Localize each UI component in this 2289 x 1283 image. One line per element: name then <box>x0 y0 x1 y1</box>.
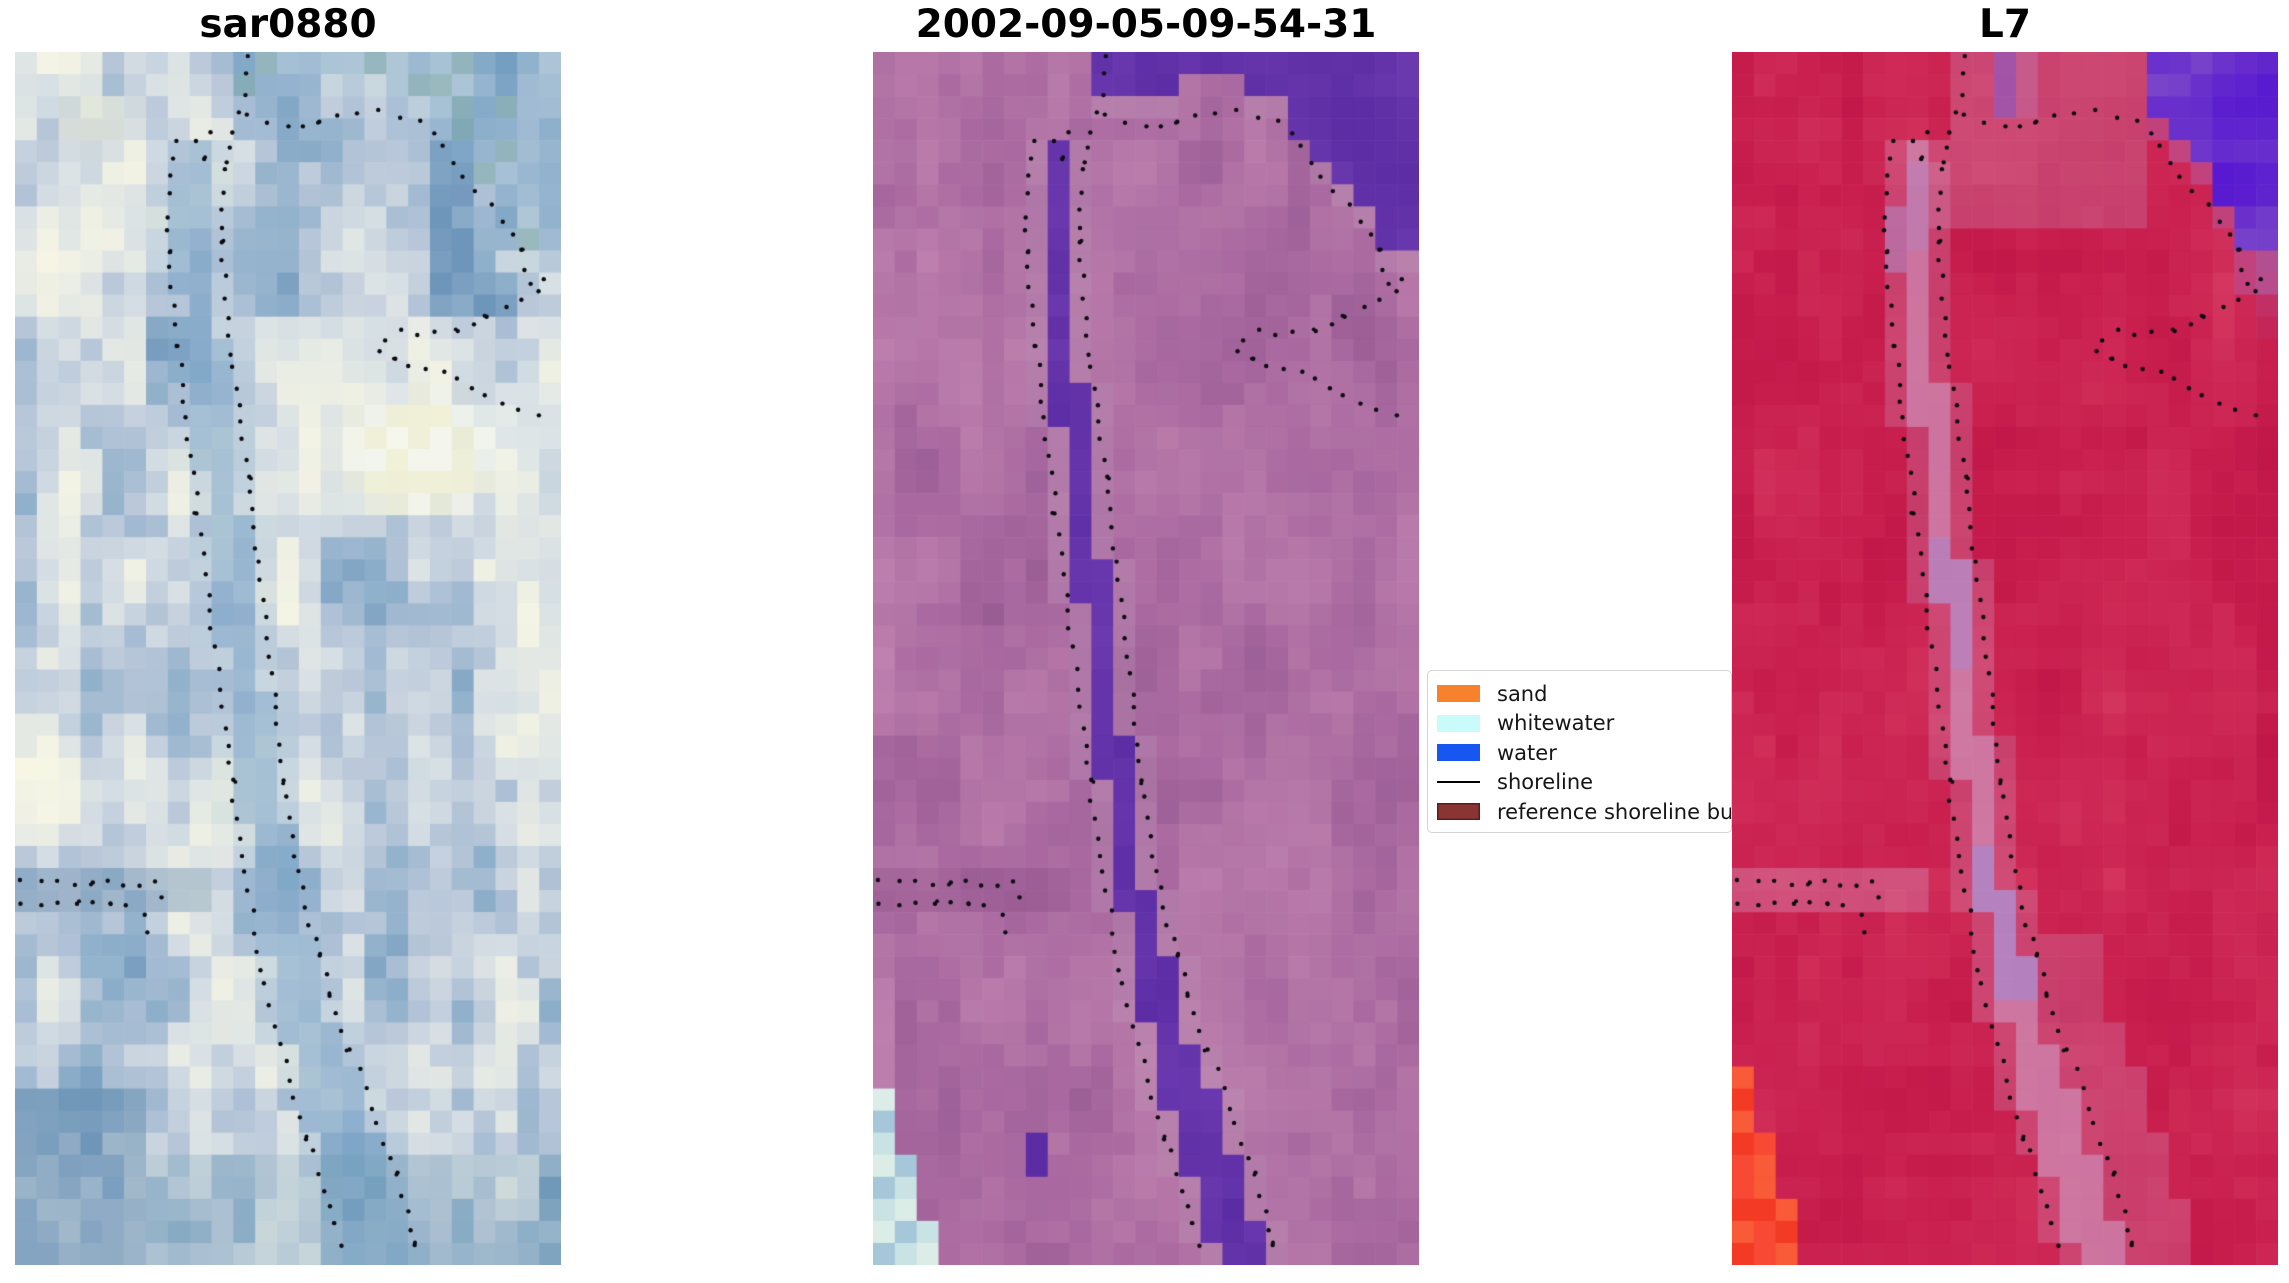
reference-buffer-swatch-icon <box>1437 803 1480 821</box>
legend-item-shoreline: shoreline <box>1437 768 1731 798</box>
legend-label-sand: sand <box>1497 681 1548 706</box>
legend-label-shoreline: shoreline <box>1497 770 1594 795</box>
panel-title-sar0880: sar0880 <box>199 2 377 47</box>
panel-title-l7: L7 <box>1979 2 2031 47</box>
legend-item-water: water <box>1437 738 1731 768</box>
sand-swatch-icon <box>1437 685 1480 703</box>
panel-title-s2-date: 2002-09-05-09-54-31 <box>915 2 1377 47</box>
legend-item-reference-buffer: reference shoreline buffer <box>1437 797 1731 827</box>
water-swatch-icon <box>1437 744 1480 762</box>
legend-item-whitewater: whitewater <box>1437 709 1731 739</box>
legend-label-water: water <box>1497 740 1557 765</box>
whitewater-swatch-icon <box>1437 714 1480 732</box>
l7-image <box>1732 52 2278 1265</box>
sar0880-image <box>15 52 561 1265</box>
legend: sand whitewater water shoreline referenc… <box>1427 670 1732 833</box>
legend-label-reference-buffer: reference shoreline buffer <box>1497 799 1731 824</box>
legend-item-sand: sand <box>1437 679 1731 709</box>
s2-date-image <box>873 52 1419 1265</box>
shoreline-line-icon <box>1437 781 1480 784</box>
legend-label-whitewater: whitewater <box>1497 711 1615 736</box>
